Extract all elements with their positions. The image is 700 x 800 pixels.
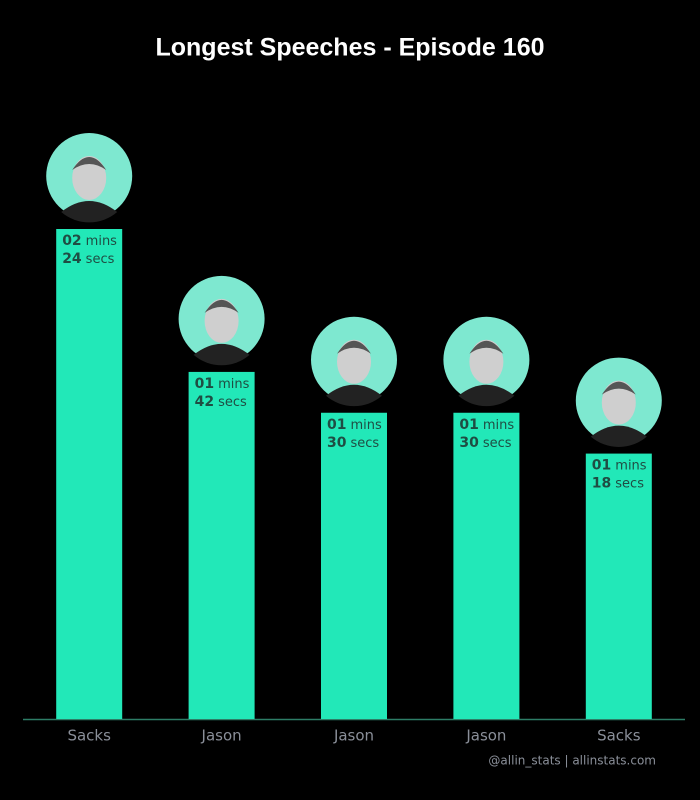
value-label: 01 mins — [592, 458, 647, 474]
value-label-number: 30 — [327, 435, 347, 451]
value-label-number: 01 — [592, 458, 611, 474]
value-label-unit: mins — [218, 376, 250, 391]
chart-title: Longest Speeches - Episode 160 — [155, 34, 544, 62]
avatar-body — [590, 425, 647, 447]
value-label-number: 02 — [62, 233, 81, 249]
x-tick-label: Jason — [465, 727, 506, 745]
value-label: 01 mins — [195, 376, 250, 392]
value-label-number: 01 — [195, 376, 214, 392]
value-label-unit: secs — [86, 252, 115, 267]
bar — [321, 412, 387, 719]
x-tick-label: Sacks — [597, 727, 641, 745]
avatar-face — [337, 339, 371, 384]
value-label: 42 secs — [195, 394, 247, 410]
value-label-unit: secs — [218, 394, 247, 409]
value-label: 30 secs — [459, 435, 511, 451]
value-label-unit: mins — [483, 417, 515, 432]
avatar-hair — [337, 340, 371, 354]
avatar-face — [601, 380, 636, 425]
avatar-hair — [204, 299, 239, 313]
avatar-body — [193, 343, 250, 366]
value-label: 18 secs — [592, 476, 644, 492]
value-label: 01 mins — [459, 417, 514, 433]
avatar-body — [458, 384, 515, 407]
x-tick-label: Jason — [201, 727, 242, 745]
bar — [56, 229, 123, 719]
avatar-face — [204, 298, 239, 343]
avatar-face — [469, 339, 504, 384]
footer: @allin_stats | allinstats.com — [488, 754, 656, 768]
avatar-hair — [72, 157, 107, 170]
bar — [188, 371, 255, 719]
value-label-number: 01 — [327, 417, 346, 433]
value-label-unit: mins — [86, 234, 118, 249]
value-label-number: 01 — [459, 417, 478, 433]
avatar-body — [61, 201, 118, 223]
value-label: 24 secs — [62, 251, 114, 267]
avatar-body — [326, 384, 382, 407]
value-label: 30 secs — [327, 435, 379, 451]
value-label-unit: secs — [350, 435, 379, 450]
x-tick-label: Sacks — [67, 727, 111, 745]
value-label: 01 mins — [327, 417, 382, 433]
value-label-unit: secs — [615, 476, 644, 491]
value-label: 02 mins — [62, 233, 117, 249]
value-label-number: 24 — [62, 251, 82, 267]
value-label-unit: secs — [483, 435, 512, 450]
avatar-face — [72, 156, 107, 200]
avatar-hair — [469, 340, 504, 354]
value-label-unit: mins — [615, 458, 647, 473]
bar — [453, 412, 520, 719]
value-label-number: 42 — [195, 394, 214, 410]
x-tick-label: Jason — [333, 727, 374, 745]
value-label-number: 18 — [592, 476, 611, 492]
bar — [585, 453, 652, 719]
value-label-unit: mins — [350, 417, 382, 432]
avatar-hair — [601, 381, 636, 395]
value-label-number: 30 — [459, 435, 479, 451]
